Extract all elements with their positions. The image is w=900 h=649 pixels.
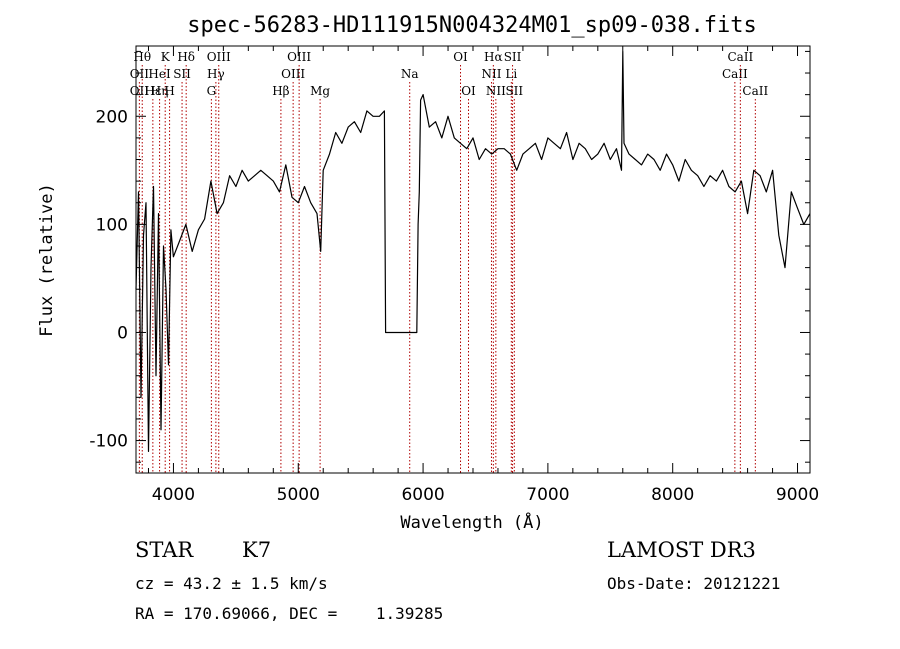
line-marker-label-1: OII <box>130 67 150 81</box>
line-marker-label-27: CaII <box>727 50 753 64</box>
chart-title: spec-56283-HD111915N004324M01_sp09-038.f… <box>187 13 757 38</box>
line-marker-label-14: OIII <box>281 67 305 81</box>
observation-date: Obs-Date: 20121221 <box>607 574 781 593</box>
line-marker-label-24: SII <box>504 50 522 64</box>
plot-frame <box>135 45 811 474</box>
line-marker-label-28: CaII <box>742 84 768 98</box>
line-marker-label-10: G <box>207 84 217 98</box>
line-marker-label-6: K <box>161 50 171 64</box>
line-marker-label-26: CaII <box>722 67 748 81</box>
y-tick-label-2: 100 <box>96 215 128 235</box>
x-axis-label: Wavelength (Å) <box>400 511 543 533</box>
x-tick-label-5: 9000 <box>776 485 819 505</box>
spectrum-line-0 <box>135 50 811 452</box>
line-marker-label-12: OIII <box>207 50 231 64</box>
line-marker-label-3: Hε <box>145 84 162 98</box>
line-marker-label-7: H <box>164 84 174 98</box>
y-tick-label-1: 0 <box>117 323 128 343</box>
line-marker-label-20: NII <box>481 67 501 81</box>
coordinates: RA = 170.69066, DEC = 1.39285 <box>135 604 444 623</box>
line-marker-label-8: SII <box>173 67 191 81</box>
y-tick-label-0: -100 <box>89 432 128 452</box>
plot-axes <box>135 45 811 474</box>
y-tick-label-3: 200 <box>96 107 128 127</box>
line-marker-label-15: OIII <box>287 50 311 64</box>
x-tick-label-0: 4000 <box>152 485 195 505</box>
x-tick-label-4: 8000 <box>651 485 694 505</box>
line-marker-label-2: OII <box>130 84 150 98</box>
survey-name: LAMOST DR3 <box>607 538 756 562</box>
subclass: K7 <box>242 538 272 562</box>
line-marker-label-13: Hβ <box>272 84 289 98</box>
x-tick-label-3: 7000 <box>526 485 569 505</box>
line-marker-label-4: Hη <box>151 84 169 98</box>
line-marker-label-17: Na <box>401 67 419 81</box>
line-marker-label-11: Hγ <box>207 67 225 81</box>
line-marker-label-0: Hθ <box>133 50 151 64</box>
line-marker-label-22: NII <box>486 84 506 98</box>
y-axis-label: Flux (relative) <box>37 183 57 337</box>
line-marker-label-25: SII <box>505 84 523 98</box>
line-marker-label-23: Li <box>505 67 517 81</box>
line-marker-label-19: OI <box>461 84 476 98</box>
line-marker-label-16: Mg <box>310 84 330 98</box>
redshift-velocity: cz = 43.2 ± 1.5 km/s <box>135 574 328 593</box>
line-marker-label-18: OI <box>453 50 468 64</box>
spectral-line-markers: HθOIIOIIHεHηHeIKHSIIHδGHγOIIIHβOIIIOIIIM… <box>130 50 768 473</box>
spectrum-series <box>135 50 811 452</box>
x-tick-label-1: 5000 <box>277 485 320 505</box>
line-marker-label-21: Hα <box>484 50 503 64</box>
x-tick-label-2: 6000 <box>401 485 444 505</box>
line-marker-label-9: Hδ <box>177 50 195 64</box>
line-marker-label-5: HeI <box>148 67 171 81</box>
object-class: STAR <box>135 538 194 562</box>
tick-labels: 4000 5000 6000 7000 8000 9000 -100 0 100 200 <box>89 107 819 505</box>
